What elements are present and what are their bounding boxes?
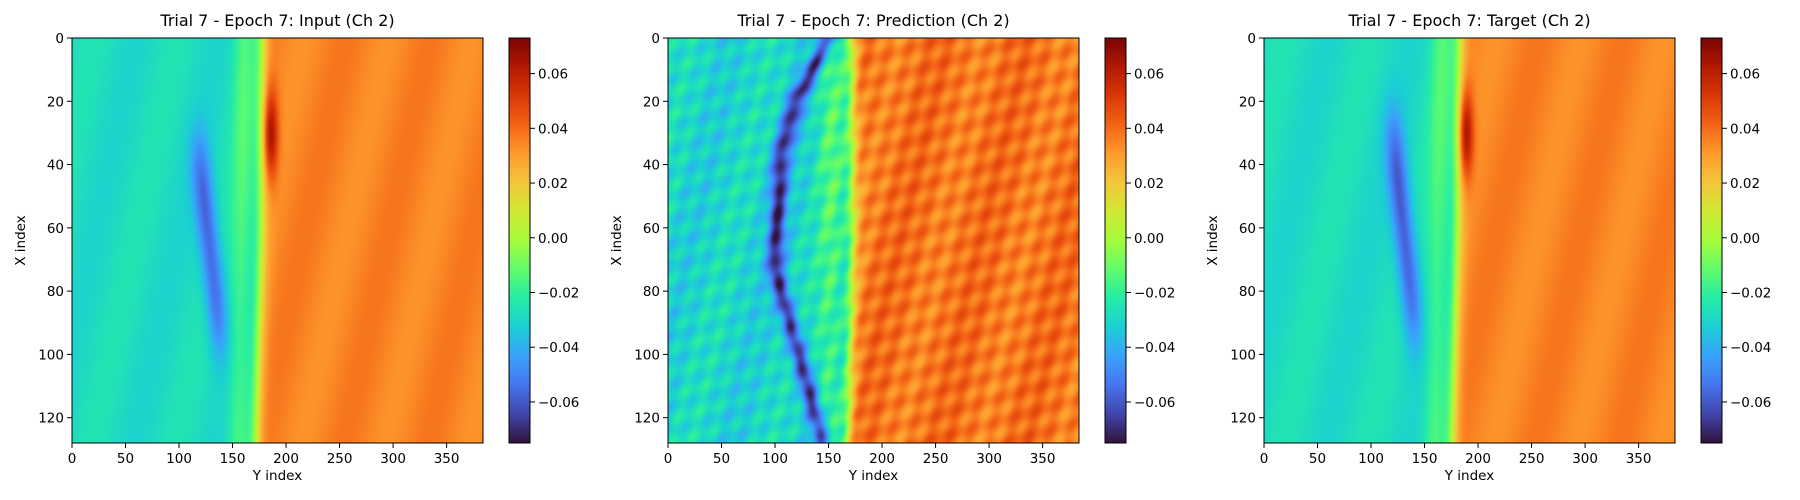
colorbar-tick-label: −0.06	[538, 395, 579, 411]
y-tick-label: 100	[38, 347, 64, 363]
x-tick-label: 350	[434, 451, 460, 467]
colorbar-tick-label: −0.06	[1134, 395, 1175, 411]
y-tick-label: 80	[47, 284, 64, 300]
x-tick-label: 150	[816, 451, 842, 467]
x-tick-label: 300	[380, 451, 406, 467]
x-axis-label: Y index	[848, 468, 898, 484]
x-tick-label: 300	[976, 451, 1002, 467]
y-axis-label: X index	[1205, 215, 1221, 265]
y-tick-label: 60	[643, 221, 660, 237]
colorbar-tick-label: 0.00	[1134, 231, 1164, 247]
x-tick-label: 0	[68, 451, 77, 467]
colorbar-tick-label: −0.04	[538, 340, 579, 356]
x-tick-label: 300	[1572, 451, 1598, 467]
colorbar-tick-label: −0.02	[1134, 285, 1175, 301]
heatmap-image	[1264, 38, 1675, 443]
y-tick-label: 60	[1239, 221, 1256, 237]
y-tick-label: 120	[634, 411, 660, 427]
colorbar-tick-label: 0.04	[538, 121, 568, 137]
y-tick-label: 0	[651, 31, 660, 47]
heatmap-image	[72, 38, 483, 443]
y-tick-label: 40	[1239, 158, 1256, 174]
x-tick-label: 350	[1030, 451, 1056, 467]
heatmap-panel-2: Trial 7 - Epoch 7: Prediction (Ch 2) 0 50 1…	[609, 11, 1175, 484]
y-tick-label: 20	[1239, 94, 1256, 110]
colorbar-tick-label: −0.02	[1730, 285, 1771, 301]
plot-frame	[667, 37, 1080, 444]
x-tick-label: 50	[117, 451, 134, 467]
plot-frame	[1263, 37, 1676, 444]
colorbar-tick-label: 0.02	[1134, 176, 1164, 192]
y-axis-label: X index	[609, 215, 625, 265]
x-tick-label: 150	[220, 451, 246, 467]
plot-frame	[71, 37, 484, 444]
colorbar-tick-label: 0.06	[1730, 67, 1760, 83]
x-tick-label: 200	[273, 451, 299, 467]
heatmap-image	[668, 38, 1079, 443]
colorbar-tick-label: 0.02	[1730, 176, 1760, 192]
y-tick-label: 0	[55, 31, 64, 47]
x-axis-label: Y index	[1444, 468, 1494, 484]
x-tick-label: 350	[1626, 451, 1652, 467]
colorbar-tick-label: −0.04	[1134, 340, 1175, 356]
y-tick-label: 100	[634, 347, 660, 363]
x-tick-label: 250	[327, 451, 353, 467]
y-tick-label: 60	[47, 221, 64, 237]
colorbar-tick-label: 0.02	[538, 176, 568, 192]
y-tick-label: 80	[1239, 284, 1256, 300]
heatmap-panel-3: Trial 7 - Epoch 7: Target (Ch 2) 0 50 100 15…	[1205, 11, 1771, 484]
y-tick-label: 80	[643, 284, 660, 300]
x-tick-label: 0	[664, 451, 673, 467]
colorbar-tick-label: 0.06	[1134, 67, 1164, 83]
colorbar-tick-label: −0.02	[538, 285, 579, 301]
y-tick-label: 40	[47, 158, 64, 174]
y-tick-label: 20	[643, 94, 660, 110]
y-tick-label: 0	[1247, 31, 1256, 47]
colorbar-tick-label: 0.06	[538, 67, 568, 83]
x-tick-label: 250	[923, 451, 949, 467]
x-tick-label: 100	[166, 451, 192, 467]
y-tick-label: 120	[38, 411, 64, 427]
x-tick-label: 200	[869, 451, 895, 467]
y-tick-label: 100	[1230, 347, 1256, 363]
y-axis-label: X index	[13, 215, 29, 265]
colorbar	[508, 37, 531, 444]
colorbar-tick-label: 0.00	[1730, 231, 1760, 247]
colorbar-tick-label: −0.04	[1730, 340, 1771, 356]
y-tick-label: 20	[47, 94, 64, 110]
x-tick-label: 50	[713, 451, 730, 467]
chart-title: Trial 7 - Epoch 7: Prediction (Ch 2)	[736, 11, 1009, 30]
colorbar	[1104, 37, 1127, 444]
y-tick-label: 120	[1230, 411, 1256, 427]
colorbar-tick-label: 0.04	[1134, 121, 1164, 137]
y-tick-label: 40	[643, 158, 660, 174]
x-tick-label: 50	[1309, 451, 1326, 467]
x-axis-label: Y index	[252, 468, 302, 484]
colorbar-tick-label: 0.04	[1730, 121, 1760, 137]
x-tick-label: 200	[1465, 451, 1491, 467]
x-tick-label: 100	[762, 451, 788, 467]
x-tick-label: 150	[1412, 451, 1438, 467]
x-tick-label: 0	[1260, 451, 1269, 467]
colorbar-tick-label: −0.06	[1730, 395, 1771, 411]
colorbar	[1700, 37, 1723, 444]
colorbar-tick-label: 0.00	[538, 231, 568, 247]
heatmap-panel-1: Trial 7 - Epoch 7: Input (Ch 2) 0 50 100 150…	[13, 11, 579, 484]
chart-title: Trial 7 - Epoch 7: Input (Ch 2)	[159, 11, 394, 30]
x-tick-label: 250	[1519, 451, 1545, 467]
x-tick-label: 100	[1358, 451, 1384, 467]
chart-title: Trial 7 - Epoch 7: Target (Ch 2)	[1347, 11, 1590, 30]
